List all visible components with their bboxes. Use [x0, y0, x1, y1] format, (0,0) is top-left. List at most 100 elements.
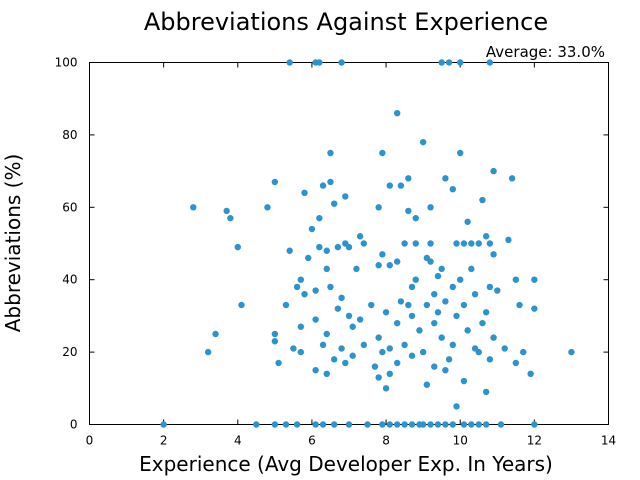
y-tick-label: 40	[62, 273, 77, 287]
data-point	[453, 312, 460, 320]
data-point	[319, 341, 327, 349]
data-point	[408, 352, 416, 359]
x-tick-label: 4	[234, 434, 242, 448]
data-point	[449, 283, 456, 291]
data-point	[438, 59, 445, 66]
data-point	[412, 240, 419, 247]
data-point	[356, 316, 364, 323]
y-tick-label: 0	[70, 418, 78, 432]
data-point	[382, 309, 390, 316]
data-point	[445, 59, 453, 66]
data-point	[334, 243, 342, 251]
data-point	[431, 319, 438, 327]
data-point	[330, 356, 338, 363]
data-point	[460, 377, 468, 385]
data-point	[475, 240, 482, 247]
data-point	[327, 178, 334, 186]
data-point	[408, 312, 416, 320]
data-point	[375, 204, 382, 211]
data-point	[412, 276, 419, 283]
data-point	[520, 348, 527, 356]
data-point	[401, 341, 408, 349]
data-point	[386, 370, 393, 378]
data-point	[364, 421, 371, 428]
data-point	[204, 348, 212, 356]
data-point	[375, 262, 382, 269]
data-point	[423, 381, 431, 388]
data-point	[393, 319, 401, 327]
data-point	[442, 421, 449, 428]
data-point	[349, 323, 356, 330]
data-point	[408, 283, 416, 291]
data-point	[453, 403, 460, 410]
data-point	[531, 276, 538, 283]
data-point	[471, 290, 479, 298]
data-point	[293, 283, 301, 291]
data-point	[297, 276, 305, 283]
data-point	[323, 265, 330, 273]
data-point	[408, 421, 416, 428]
data-point	[512, 359, 520, 367]
data-point	[449, 421, 456, 428]
data-point	[482, 233, 490, 240]
data-point	[486, 356, 494, 363]
data-point	[345, 421, 353, 428]
data-point	[397, 298, 405, 305]
data-point	[490, 251, 497, 258]
data-point	[475, 348, 482, 356]
x-tick-label: 14	[601, 434, 616, 448]
data-point	[460, 421, 468, 428]
data-point	[301, 189, 308, 197]
y-tick-label: 60	[62, 200, 77, 214]
data-point	[568, 348, 575, 356]
data-point	[531, 421, 538, 428]
data-point	[508, 175, 516, 182]
data-point	[393, 258, 401, 265]
data-point	[457, 59, 464, 66]
data-point	[334, 305, 342, 312]
data-point	[234, 243, 241, 251]
data-point	[271, 178, 279, 186]
data-point	[527, 370, 534, 378]
data-point	[293, 421, 301, 428]
data-point	[427, 240, 434, 247]
data-point	[464, 218, 471, 225]
data-point	[271, 421, 279, 428]
x-tick-label: 6	[308, 434, 316, 448]
data-point	[431, 290, 438, 298]
data-point	[531, 305, 538, 312]
data-point	[479, 319, 486, 327]
y-axis-label: Abbreviations (%)	[1, 154, 25, 333]
data-point	[323, 247, 330, 254]
data-point	[482, 388, 490, 396]
data-point	[497, 421, 505, 428]
data-point	[412, 214, 419, 222]
data-point	[468, 265, 475, 273]
data-point	[457, 149, 464, 157]
data-point	[386, 345, 393, 352]
data-point	[353, 265, 360, 273]
data-point	[356, 233, 364, 240]
data-point	[327, 149, 334, 157]
data-point	[286, 247, 293, 254]
data-point	[382, 385, 390, 392]
data-point	[223, 207, 230, 215]
data-point	[449, 186, 456, 193]
data-point	[464, 327, 471, 334]
data-point	[342, 359, 349, 367]
data-point	[453, 240, 460, 247]
data-point	[301, 290, 308, 298]
average-annotation: Average: 33.0%	[486, 43, 605, 61]
data-point	[442, 175, 449, 182]
data-point	[379, 421, 386, 428]
y-tick-label: 20	[62, 345, 77, 359]
data-point	[271, 330, 279, 338]
data-point	[282, 421, 290, 428]
data-point	[457, 276, 464, 283]
data-point	[212, 330, 219, 338]
data-point	[316, 214, 323, 222]
data-point	[468, 421, 475, 428]
data-point	[393, 421, 401, 428]
y-tick-label: 100	[55, 56, 78, 70]
